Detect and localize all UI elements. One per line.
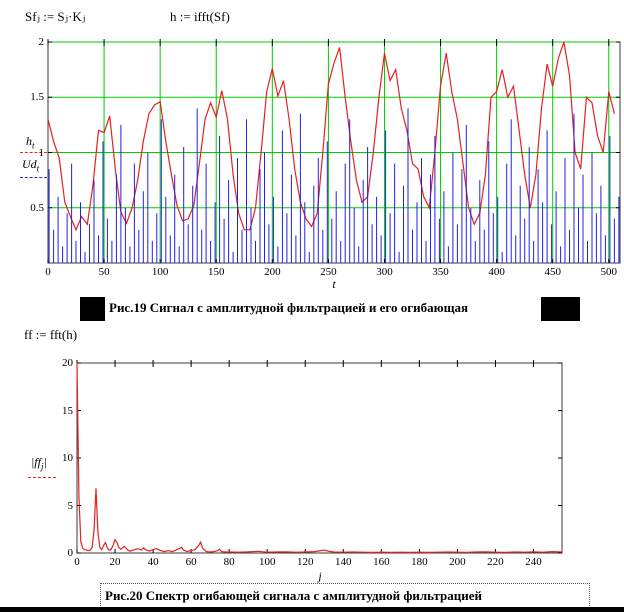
x-tick-label-envelope-spectrum: 100	[258, 556, 276, 568]
y-tick-label-signal-with-envelope: 2	[38, 36, 45, 48]
legend-line-signal	[20, 177, 47, 178]
x-tick-label-signal-with-envelope: 100	[151, 266, 169, 278]
y-tick-label-envelope-spectrum: 20	[62, 357, 73, 369]
y-tick-label-envelope-spectrum: 10	[62, 452, 73, 464]
x-tick-label-signal-with-envelope: 50	[98, 266, 110, 278]
spectrum-plot-region[interactable]	[77, 363, 562, 553]
selection-block-left	[80, 297, 105, 321]
x-tick-label-envelope-spectrum: 240	[525, 556, 542, 568]
x-tick-label-signal-with-envelope: 400	[488, 266, 505, 278]
signal-plot-region[interactable]	[48, 42, 620, 263]
y-tick-label-signal-with-envelope: 0.5	[30, 201, 44, 214]
x-tick-label-envelope-spectrum: 80	[223, 556, 235, 568]
signal-stems	[48, 108, 620, 263]
legend-label-spectrum: |ffj|	[31, 455, 47, 472]
x-axis-title-j: j	[318, 569, 322, 583]
selection-block-right	[541, 297, 580, 321]
bottom-edge-bar	[0, 607, 624, 612]
x-tick-label-signal-with-envelope: 0	[45, 266, 51, 278]
x-tick-label-signal-with-envelope: 200	[264, 266, 281, 278]
x-tick-label-signal-with-envelope: 250	[320, 266, 337, 278]
legend-label-envelope: ht	[26, 134, 35, 151]
y-tick-label-envelope-spectrum: 0	[67, 547, 74, 559]
caption-fig20[interactable]: Рис.20 Спектр огибающей сигнала с амплит…	[100, 583, 590, 608]
y-tick-label-signal-with-envelope: 1.5	[30, 91, 44, 104]
legend-label-signal: Udt	[22, 157, 40, 174]
tick-marks-envelope-spectrum	[76, 360, 562, 554]
formula-fft-of-envelope[interactable]: ff := fft(h)	[24, 327, 78, 342]
x-tick-label-signal-with-envelope: 350	[432, 266, 449, 278]
x-tick-label-envelope-spectrum: 200	[449, 556, 466, 568]
x-tick-label-signal-with-envelope: 450	[544, 266, 561, 278]
formula-filtered-spectrum[interactable]: Sfⱼ := Sⱼ·Kⱼ	[25, 9, 86, 24]
x-tick-label-envelope-spectrum: 220	[487, 556, 504, 568]
x-tick-label-envelope-spectrum: 160	[373, 556, 390, 568]
x-tick-label-envelope-spectrum: 0	[74, 556, 80, 568]
x-tick-label-signal-with-envelope: 150	[207, 266, 225, 278]
x-axis-title-t: t	[332, 277, 336, 291]
envelope-trace	[47, 41, 615, 232]
x-tick-label-signal-with-envelope: 500	[600, 266, 618, 278]
y-tick-label-signal-with-envelope: 1	[38, 146, 45, 159]
plot-frame-envelope-spectrum	[76, 362, 563, 554]
x-tick-label-envelope-spectrum: 140	[335, 556, 352, 568]
caption-fig19[interactable]: Рис.19 Сигнал с амплитудной фильтрацией …	[105, 296, 542, 320]
x-tick-label-envelope-spectrum: 180	[411, 556, 428, 568]
x-tick-label-envelope-spectrum: 120	[296, 556, 314, 568]
x-tick-label-envelope-spectrum: 40	[147, 556, 159, 568]
x-tick-label-envelope-spectrum: 60	[185, 556, 197, 568]
x-tick-label-envelope-spectrum: 20	[109, 556, 121, 568]
y-tick-label-envelope-spectrum: 5	[67, 499, 74, 512]
legend-line-envelope	[20, 152, 47, 153]
legend-line-spectrum	[28, 477, 56, 478]
tick-marks-signal-with-envelope	[47, 39, 620, 263]
x-tick-label-signal-with-envelope: 300	[376, 266, 393, 278]
formula-inverse-fft[interactable]: h := ifft(Sf)	[170, 9, 230, 24]
y-tick-label-envelope-spectrum: 15	[62, 404, 73, 417]
gridlines-signal-with-envelope	[48, 41, 620, 263]
spectrum-trace	[76, 362, 563, 554]
